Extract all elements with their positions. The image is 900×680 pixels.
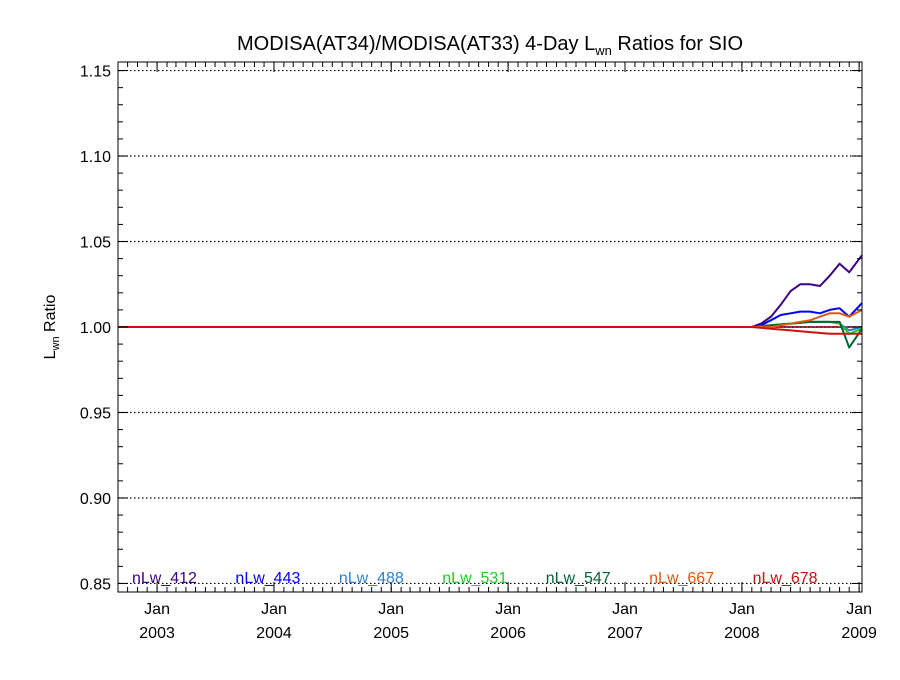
y-tick-label: 0.95 [80,405,111,422]
x-tick-month: Jan [612,601,638,618]
y-tick-label: 1.00 [80,320,111,337]
x-tick-year: 2009 [841,625,877,642]
x-tick-year: 2004 [256,625,292,642]
x-tick-year: 2007 [607,625,643,642]
chart-title-suffix: Ratios for SIO [612,33,743,55]
gridlines [118,69,862,585]
legend-entry-nLw_547: nLw_547 [546,570,611,587]
legend-entry-nLw_412: nLw_412 [132,570,197,587]
x-tick-year: 2005 [373,625,409,642]
chart-title-prefix: MODISA(AT34)/MODISA(AT33) 4-Day L [237,33,595,55]
x-tick-month: Jan [378,601,404,618]
legend: nLw_412 nLw_443 nLw_488 nLw_531 nLw_547 nLw_6… [132,570,818,587]
y-tick-label: 0.90 [80,491,111,508]
y-axis-label-suffix: Ratio [42,295,59,337]
legend-entry-nLw_667: nLw_667 [649,570,714,587]
series-line-nLw_443 [118,302,863,328]
chart-title: MODISA(AT34)/MODISA(AT33) 4-Day Lwn Rati… [237,33,743,58]
series-lines [118,254,863,349]
series-line-nLw_547 [118,320,863,349]
y-axis-label-main: L [42,350,59,359]
series-line-nLw_678 [118,326,862,335]
y-tick-label: 0.85 [80,576,111,593]
y-tick-label: 1.05 [80,235,111,252]
series-line-nLw_412 [118,254,863,328]
x-tick-month: Jan [144,601,170,618]
x-tick-year: 2008 [724,625,760,642]
x-tick-labels: Jan 2003 Jan 2004 Jan 2005 Jan 2006 Jan 2007 Jan 20… [139,601,877,642]
chart-title-subscript: wn [594,43,612,58]
y-axis-label: Lwn Ratio [42,295,62,360]
x-tick-year: 2003 [139,625,175,642]
y-tick-labels: 0.85 0.90 0.95 1.00 1.05 1.10 1.15 [80,64,111,594]
legend-entry-nLw_443: nLw_443 [235,570,300,587]
x-tick-month: Jan [261,601,287,618]
y-axis-label-subscript: wn [50,336,62,351]
y-tick-label: 1.10 [80,149,111,166]
y-tick-label: 1.15 [80,64,111,81]
x-tick-month: Jan [729,601,755,618]
legend-entry-nLw_488: nLw_488 [339,570,404,587]
series-line-nLw_667 [118,309,863,328]
axis-ticks [117,62,862,592]
x-tick-year: 2006 [490,625,526,642]
x-tick-month: Jan [846,601,872,618]
x-tick-month: Jan [495,601,521,618]
legend-entry-nLw_531: nLw_531 [442,570,507,587]
legend-entry-nLw_678: nLw_678 [753,570,818,587]
